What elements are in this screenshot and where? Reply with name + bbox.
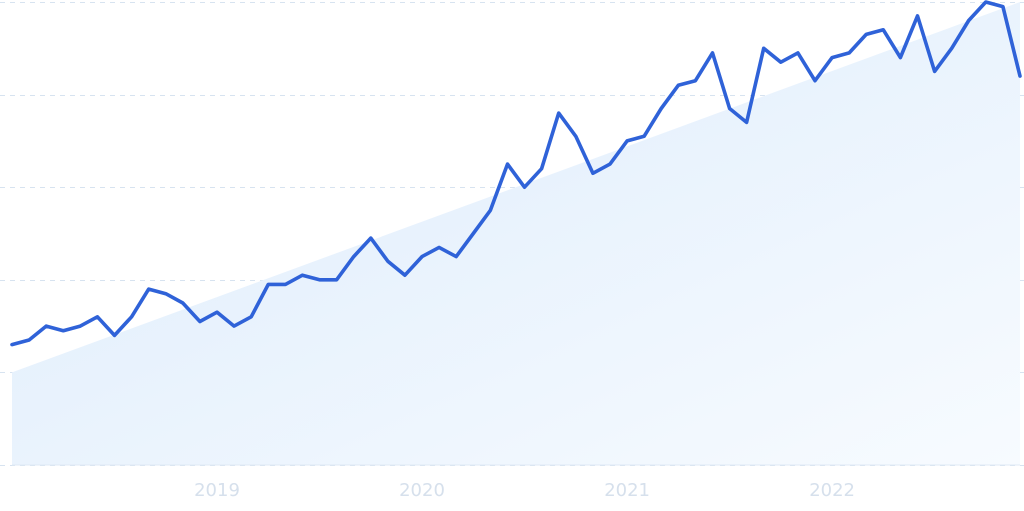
data-point [796, 51, 800, 55]
x-tick-label: 2020 [399, 480, 445, 501]
data-point [659, 107, 663, 111]
x-tick-label: 2019 [194, 480, 240, 501]
data-point [386, 259, 390, 263]
data-point [61, 329, 65, 333]
series-layer [10, 0, 1022, 347]
data-point [130, 315, 134, 319]
data-point [540, 167, 544, 171]
data-point [574, 134, 578, 138]
x-tick-label: 2021 [604, 480, 650, 501]
data-point [215, 310, 219, 314]
data-point [198, 320, 202, 324]
data-point [10, 343, 14, 347]
data-point [420, 255, 424, 259]
data-point [779, 60, 783, 64]
data-point [181, 301, 185, 305]
data-point [608, 162, 612, 166]
data-point [369, 236, 373, 240]
data-point [318, 278, 322, 282]
data-point [147, 287, 151, 291]
data-point [933, 69, 937, 73]
series-line [10, 0, 1022, 347]
data-point [523, 185, 527, 189]
data-point [847, 51, 851, 55]
data-point [693, 79, 697, 83]
data-point [335, 278, 339, 282]
data-point [437, 245, 441, 249]
data-point [916, 14, 920, 18]
data-point [403, 273, 407, 277]
data-point [44, 324, 48, 328]
x-axis: 2019 2020 2021 2022 [194, 480, 855, 501]
data-point [283, 282, 287, 286]
data-point [249, 315, 253, 319]
data-point [300, 273, 304, 277]
data-point [78, 324, 82, 328]
data-point [164, 292, 168, 296]
data-point [984, 0, 988, 4]
data-point [454, 255, 458, 259]
data-point [967, 19, 971, 23]
data-point [625, 139, 629, 143]
data-point [676, 83, 680, 87]
data-point [27, 338, 31, 342]
data-point [591, 171, 595, 175]
data-point [352, 255, 356, 259]
data-point [762, 46, 766, 50]
data-point [1018, 74, 1022, 78]
data-point [232, 324, 236, 328]
data-point [711, 51, 715, 55]
x-tick-label: 2022 [809, 480, 855, 501]
data-point [830, 56, 834, 60]
data-point [745, 120, 749, 124]
data-point [95, 315, 99, 319]
data-point [557, 111, 561, 115]
trend-area-layer [12, 2, 1020, 465]
data-point [266, 282, 270, 286]
data-point [950, 46, 954, 50]
data-point [898, 56, 902, 60]
data-point [864, 32, 868, 36]
trend-area [12, 2, 1020, 465]
data-point [488, 208, 492, 212]
data-point [813, 79, 817, 83]
data-point [471, 232, 475, 236]
data-point [1001, 5, 1005, 9]
data-point [642, 134, 646, 138]
data-point [113, 333, 117, 337]
data-point [728, 107, 732, 111]
data-point [506, 162, 510, 166]
data-point [881, 28, 885, 32]
